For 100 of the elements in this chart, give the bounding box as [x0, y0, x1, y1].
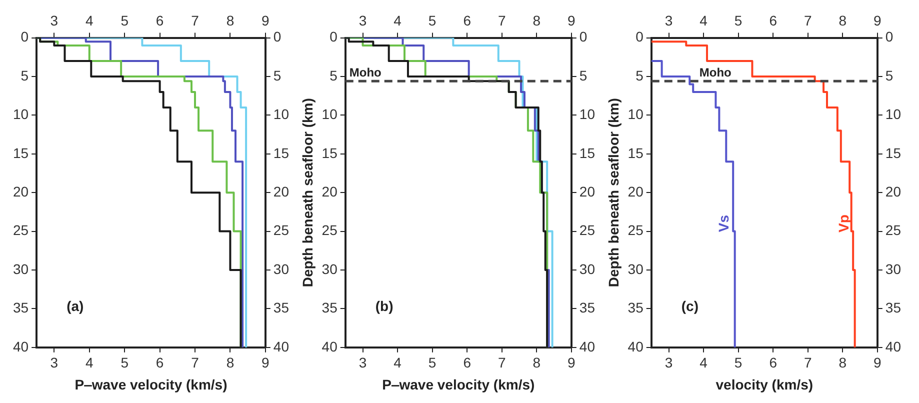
text: Vs: [716, 214, 732, 232]
y2-tick-label: 20: [885, 183, 902, 200]
x-tick-label: 6: [156, 354, 164, 371]
x-axis-title: P‒wave velocity (km/s): [74, 376, 228, 392]
annotation: (a): [66, 298, 84, 314]
y-tick-label: 30: [12, 260, 29, 277]
y-tick-label: 40: [628, 338, 644, 354]
y2-tick-label: 40: [885, 338, 902, 354]
x2-tick-label: 9: [568, 12, 576, 28]
x-tick-label: 3: [358, 354, 367, 371]
y2-tick-label: 25: [579, 222, 596, 238]
annotation: (c): [681, 298, 698, 314]
x-tick-label: 4: [700, 354, 708, 371]
y2-tick-label: 0: [273, 28, 282, 45]
y-tick-label: 20: [628, 183, 644, 200]
y-tick-label: 10: [322, 106, 338, 122]
y-tick-label: 20: [322, 183, 338, 200]
x2-tick-label: 8: [532, 12, 541, 28]
y-tick-label: 0: [20, 28, 29, 45]
y2-tick-label: 35: [273, 300, 290, 316]
x2-tick-label: 4: [700, 12, 708, 28]
x-tick-label: 7: [498, 354, 506, 371]
ref-line-label: Moho: [699, 65, 732, 80]
x-tick-label: 5: [734, 354, 742, 371]
x-tick-label: 4: [394, 354, 402, 371]
x2-tick-label: 6: [769, 12, 778, 28]
x-tick-label: 9: [262, 354, 270, 371]
x2-tick-label: 6: [156, 12, 164, 28]
y2-tick-label: 5: [273, 67, 282, 84]
y2-tick-label: 40: [273, 338, 290, 354]
y-tick-label: 40: [322, 338, 338, 354]
y2-tick-label: 30: [273, 260, 290, 277]
x-tick-label: 5: [428, 354, 436, 371]
x2-tick-label: 7: [804, 12, 812, 28]
y-tick-label: 5: [20, 67, 29, 84]
y2-tick-label: 20: [273, 183, 290, 200]
y-tick-label: 40: [12, 338, 29, 354]
x2-tick-label: 9: [262, 12, 270, 28]
x2-tick-label: 5: [120, 12, 129, 28]
x-tick-label: 9: [874, 354, 882, 371]
x-tick-label: 8: [838, 354, 847, 371]
y-tick-label: 20: [12, 183, 29, 200]
y-tick-label: 15: [628, 144, 644, 161]
x2-tick-label: 8: [226, 12, 234, 28]
x2-tick-label: 7: [498, 12, 506, 28]
y-axis-title: Depth beneath seafloor (km): [299, 98, 316, 288]
y-tick-label: 35: [12, 300, 29, 316]
x2-tick-label: 6: [463, 12, 472, 28]
x-axis-title: velocity (km/s): [716, 376, 814, 392]
y2-tick-label: 15: [273, 144, 290, 161]
x2-tick-label: 3: [664, 12, 673, 28]
x-tick-label: 7: [191, 354, 200, 371]
y-tick-label: 0: [330, 28, 338, 45]
y2-tick-label: 35: [579, 300, 596, 316]
y-tick-label: 30: [628, 260, 644, 277]
x2-tick-label: 7: [191, 12, 200, 28]
y2-tick-label: 40: [579, 338, 596, 354]
x-tick-label: 5: [120, 354, 129, 371]
y2-tick-label: 10: [273, 106, 290, 122]
y2-tick-label: 35: [885, 300, 902, 316]
y2-tick-label: 30: [579, 260, 596, 277]
y2-tick-label: 10: [579, 106, 596, 122]
x-tick-label: 3: [664, 354, 673, 371]
x2-tick-label: 9: [874, 12, 882, 28]
y-tick-label: 25: [322, 222, 338, 238]
y-tick-label: 15: [12, 144, 29, 161]
x-tick-label: 3: [50, 354, 58, 371]
x-tick-label: 8: [532, 354, 541, 371]
y2-tick-label: 25: [885, 222, 902, 238]
y2-tick-label: 10: [885, 106, 902, 122]
x2-tick-label: 3: [358, 12, 367, 28]
y-tick-label: 10: [628, 106, 644, 122]
y-tick-label: 30: [322, 260, 338, 277]
x2-tick-label: 5: [734, 12, 742, 28]
y2-tick-label: 15: [579, 144, 596, 161]
y2-tick-label: 5: [579, 67, 588, 84]
y-axis-title: Depth beneath seafloor (km): [605, 98, 622, 288]
x2-tick-label: 8: [838, 12, 847, 28]
annotation: (b): [375, 298, 394, 314]
x-tick-label: 9: [568, 354, 576, 371]
x2-tick-label: 4: [394, 12, 402, 28]
y2-tick-label: 25: [273, 222, 290, 238]
ref-line-label: Moho: [349, 65, 382, 80]
y-tick-label: 5: [330, 67, 338, 84]
y-tick-label: 35: [628, 300, 644, 316]
x-tick-label: 6: [463, 354, 472, 371]
y-tick-label: 5: [636, 67, 644, 84]
y-tick-label: 25: [628, 222, 644, 238]
y2-tick-label: 5: [885, 67, 894, 84]
y2-tick-label: 0: [885, 28, 894, 45]
x-tick-label: 7: [804, 354, 812, 371]
y2-tick-label: 20: [579, 183, 596, 200]
y2-tick-label: 30: [885, 260, 902, 277]
x-axis-title: P‒wave velocity (km/s): [382, 376, 535, 392]
x-tick-label: 8: [226, 354, 234, 371]
x2-tick-label: 5: [428, 12, 436, 28]
y-tick-label: 35: [322, 300, 338, 316]
y-tick-label: 25: [12, 222, 29, 238]
text: Vp: [836, 214, 852, 233]
x2-tick-label: 4: [85, 12, 94, 28]
